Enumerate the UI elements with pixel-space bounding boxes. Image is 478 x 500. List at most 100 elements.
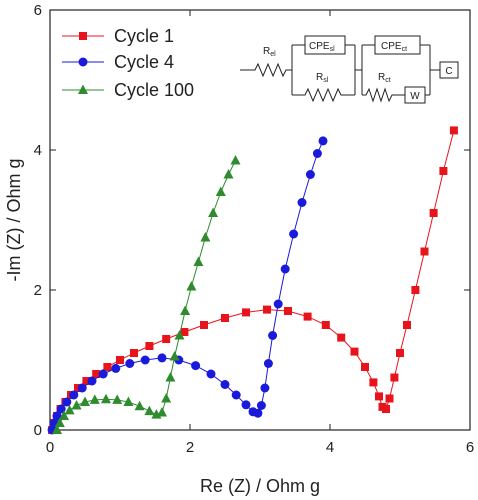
point bbox=[52, 424, 62, 434]
point bbox=[420, 247, 429, 256]
point bbox=[263, 359, 273, 368]
point bbox=[69, 390, 79, 400]
point bbox=[206, 369, 216, 379]
point bbox=[396, 349, 404, 357]
point bbox=[312, 149, 322, 158]
point bbox=[321, 321, 330, 329]
point bbox=[403, 321, 411, 329]
point bbox=[230, 155, 241, 165]
y-tick-label: 4 bbox=[34, 142, 42, 159]
point bbox=[289, 229, 299, 239]
point bbox=[98, 369, 108, 379]
x-tick-label: 0 bbox=[46, 439, 54, 456]
x-tick-label: 4 bbox=[326, 439, 334, 456]
point bbox=[297, 198, 307, 207]
legend-label: Cycle 1 bbox=[114, 26, 174, 46]
point bbox=[390, 373, 399, 382]
legend-marker bbox=[78, 57, 88, 67]
point bbox=[242, 308, 250, 317]
point bbox=[263, 305, 271, 314]
circuit-inset: Rel CPEsl Rsl CPEct Rct W C bbox=[240, 35, 459, 104]
series-line bbox=[51, 130, 455, 431]
point bbox=[350, 347, 359, 356]
point bbox=[193, 256, 204, 266]
point bbox=[280, 264, 290, 274]
point bbox=[123, 396, 134, 406]
point bbox=[221, 314, 229, 322]
point bbox=[59, 410, 69, 420]
point bbox=[369, 378, 378, 387]
point bbox=[77, 383, 87, 393]
point bbox=[161, 393, 172, 403]
point bbox=[134, 400, 145, 411]
point bbox=[71, 400, 82, 410]
point bbox=[429, 209, 438, 217]
point bbox=[231, 390, 241, 400]
w-box bbox=[404, 86, 426, 104]
point bbox=[200, 321, 208, 329]
point bbox=[169, 351, 180, 361]
point bbox=[220, 380, 230, 389]
point bbox=[116, 356, 124, 364]
legend-marker bbox=[78, 84, 88, 94]
point bbox=[260, 383, 270, 393]
point bbox=[382, 405, 390, 413]
point bbox=[180, 328, 189, 336]
point bbox=[112, 394, 123, 404]
point bbox=[215, 186, 226, 196]
point bbox=[54, 417, 65, 427]
circuit-wires bbox=[240, 44, 440, 103]
circuit-label: Rel bbox=[263, 46, 276, 58]
point bbox=[130, 349, 138, 357]
point bbox=[256, 401, 266, 410]
point bbox=[89, 394, 100, 404]
point bbox=[208, 207, 219, 217]
point bbox=[375, 392, 383, 401]
y-axis-label: -Im (Z) / Ohm g bbox=[4, 159, 24, 282]
point bbox=[111, 363, 121, 373]
legend-label: Cycle 4 bbox=[114, 52, 174, 72]
x-tick-label: 6 bbox=[466, 439, 474, 456]
point bbox=[223, 169, 234, 179]
point bbox=[103, 363, 112, 371]
x-tick-label: 2 bbox=[186, 439, 194, 456]
circuit-label: C bbox=[445, 66, 452, 77]
point bbox=[157, 407, 167, 417]
point bbox=[385, 394, 394, 403]
point bbox=[449, 126, 458, 135]
point bbox=[101, 393, 111, 404]
point bbox=[303, 312, 312, 321]
c-box bbox=[439, 61, 459, 79]
point bbox=[253, 408, 263, 418]
point bbox=[125, 359, 135, 368]
point bbox=[411, 286, 420, 294]
point bbox=[56, 404, 66, 414]
y-tick-label: 6 bbox=[34, 2, 42, 19]
point bbox=[191, 361, 201, 371]
point bbox=[165, 372, 176, 382]
point bbox=[52, 411, 62, 421]
point bbox=[145, 342, 154, 350]
point bbox=[92, 370, 101, 378]
point bbox=[80, 396, 90, 406]
circuit-label: CPEct bbox=[381, 41, 407, 53]
y-tick-label: 2 bbox=[34, 282, 42, 299]
point bbox=[241, 400, 251, 410]
point bbox=[284, 307, 292, 315]
point bbox=[87, 376, 97, 386]
point bbox=[157, 353, 167, 363]
point bbox=[268, 331, 278, 340]
point bbox=[144, 405, 155, 416]
y-tick-label: 0 bbox=[34, 422, 42, 439]
point bbox=[318, 136, 328, 146]
point bbox=[180, 305, 191, 315]
circuit-label: Rct bbox=[378, 72, 391, 84]
series-line bbox=[51, 140, 324, 431]
point bbox=[305, 170, 315, 179]
plot-frame bbox=[49, 9, 471, 431]
x-axis-label: Re (Z) / Ohm g bbox=[200, 476, 320, 496]
point bbox=[273, 299, 283, 309]
point bbox=[200, 232, 211, 242]
circuit-label: Rsl bbox=[316, 72, 329, 84]
